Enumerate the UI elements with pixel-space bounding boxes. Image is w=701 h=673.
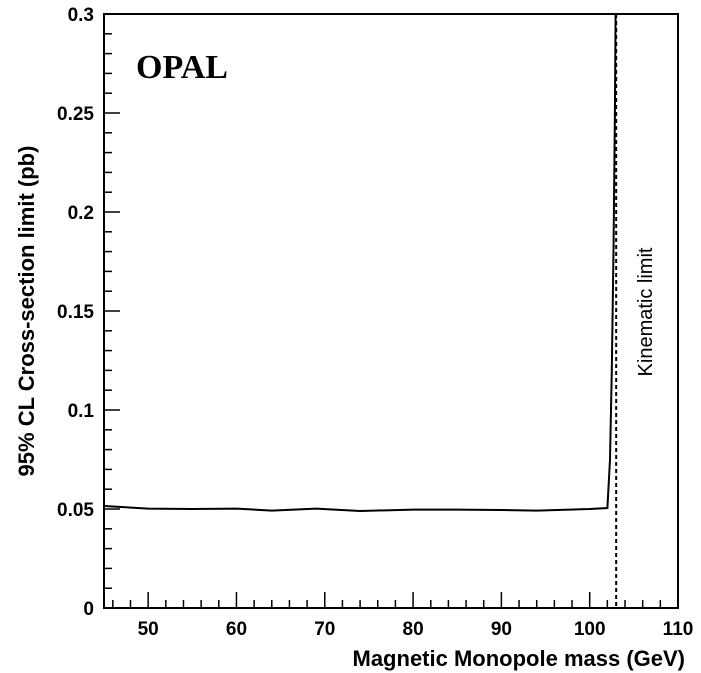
y-tick-label: 0.3 xyxy=(68,5,94,26)
y-tick-label: 0 xyxy=(83,599,94,620)
x-tick-label: 60 xyxy=(226,619,247,640)
y-tick-label: 0.15 xyxy=(57,302,94,323)
x-tick-labels: 50 60 70 80 90 100 110 xyxy=(138,619,694,640)
y-tick-label: 0.2 xyxy=(68,203,94,224)
x-tick-label: 90 xyxy=(491,619,512,640)
plot-frame xyxy=(103,13,679,609)
x-tick-label: 110 xyxy=(663,619,694,640)
x-axis-title: Magnetic Monopole mass (GeV) xyxy=(353,646,686,671)
x-tick-label: 50 xyxy=(138,619,159,640)
y-tick-label: 0.25 xyxy=(57,104,94,125)
x-tick-label: 100 xyxy=(574,619,606,640)
series-line xyxy=(103,13,617,513)
y-tick-labels: 0 0.05 0.1 0.15 0.2 0.25 0.3 xyxy=(57,5,94,620)
experiment-label: OPAL xyxy=(136,49,228,86)
y-axis-title: 95% CL Cross-section limit (pb) xyxy=(14,146,39,477)
x-tick-label: 70 xyxy=(314,619,335,640)
major-ticks xyxy=(104,13,679,609)
y-tick-label: 0.05 xyxy=(57,500,94,521)
kinematic-limit-label: Kinematic limit xyxy=(635,247,657,376)
minor-ticks xyxy=(104,33,662,608)
y-tick-label: 0.1 xyxy=(68,401,95,422)
x-tick-label: 80 xyxy=(403,619,424,640)
